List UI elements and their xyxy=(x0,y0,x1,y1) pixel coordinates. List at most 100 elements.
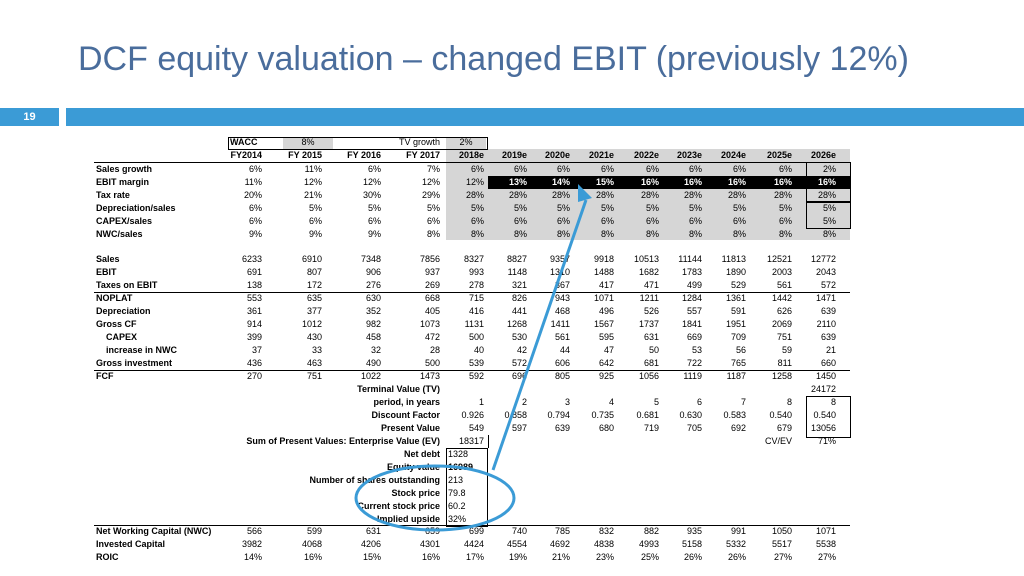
present-cell: 639 xyxy=(554,423,570,433)
data-cell: 561 xyxy=(554,332,570,342)
data-cell: 925 xyxy=(598,371,614,381)
valuation-value: 79.8 xyxy=(448,488,466,498)
data-cell: 5% xyxy=(822,203,836,213)
terminal-value-label: Terminal Value (TV) xyxy=(357,384,440,394)
data-cell: 1258 xyxy=(771,371,792,381)
data-cell: 572 xyxy=(820,280,836,290)
slide-number: 19 xyxy=(0,108,59,126)
ev-divider xyxy=(488,435,489,448)
data-cell: 11% xyxy=(304,164,322,174)
data-cell: 1050 xyxy=(771,526,792,536)
data-cell: 16% xyxy=(421,552,440,562)
present-cell: 719 xyxy=(643,423,659,433)
data-cell: 399 xyxy=(246,332,262,342)
data-cell: 138 xyxy=(246,280,262,290)
data-cell: 28% xyxy=(551,190,570,200)
data-cell: 416 xyxy=(468,306,484,316)
data-cell: 321 xyxy=(511,280,527,290)
data-cell: 1567 xyxy=(593,319,614,329)
data-cell: 56 xyxy=(735,345,746,355)
data-cell: 906 xyxy=(365,267,381,277)
year-header: 2019e xyxy=(501,150,527,160)
data-cell: 993 xyxy=(468,267,484,277)
data-cell: 1442 xyxy=(771,293,792,303)
period-cell: 8 xyxy=(786,397,792,407)
data-cell: 8% xyxy=(556,229,570,239)
data-cell: 13% xyxy=(508,177,527,187)
period-cell: 7 xyxy=(740,397,746,407)
data-cell: 430 xyxy=(306,332,322,342)
data-cell: 751 xyxy=(306,371,322,381)
data-cell: 1471 xyxy=(815,293,836,303)
discount-cell: 0.735 xyxy=(591,410,614,420)
data-cell: 37 xyxy=(251,345,262,355)
data-cell: 826 xyxy=(511,293,527,303)
row-label: Sales xyxy=(96,254,120,264)
data-cell: 765 xyxy=(730,358,746,368)
valuation-value: 213 xyxy=(448,475,464,485)
data-cell: 6% xyxy=(426,216,440,226)
data-cell: 8% xyxy=(822,229,836,239)
data-cell: 681 xyxy=(643,358,659,368)
data-cell: 1411 xyxy=(550,319,570,329)
data-cell: 1737 xyxy=(638,319,659,329)
data-cell: 5158 xyxy=(681,539,702,549)
data-cell: 1071 xyxy=(815,526,836,536)
data-cell: 15% xyxy=(362,552,381,562)
data-cell: 699 xyxy=(468,526,484,536)
period-cell: 3 xyxy=(564,397,570,407)
ev-label: Sum of Present Values: Enterprise Value … xyxy=(246,436,440,446)
header-underline xyxy=(94,162,850,163)
data-cell: 16% xyxy=(683,177,702,187)
data-cell: 21 xyxy=(825,345,836,355)
data-cell: 2069 xyxy=(771,319,792,329)
data-cell: 28% xyxy=(727,190,746,200)
period-cell: 6 xyxy=(696,397,702,407)
row-label: NWC/sales xyxy=(96,229,143,239)
data-cell: 591 xyxy=(730,306,746,316)
discount-cell: 0.540 xyxy=(813,410,836,420)
present-cell: 692 xyxy=(730,423,746,433)
data-cell: 561 xyxy=(776,280,792,290)
valuation-label: Equity value xyxy=(386,462,440,472)
data-cell: 5332 xyxy=(725,539,746,549)
row-label: Taxes on EBIT xyxy=(96,280,158,290)
valuation-value: 60.2 xyxy=(448,501,466,511)
data-cell: 496 xyxy=(598,306,614,316)
data-cell: 12521 xyxy=(766,254,792,264)
data-cell: 490 xyxy=(365,358,381,368)
data-cell: 1841 xyxy=(681,319,702,329)
data-cell: 500 xyxy=(424,358,440,368)
data-cell: 6% xyxy=(308,216,322,226)
data-cell: 1148 xyxy=(507,267,527,277)
data-cell: 6% xyxy=(513,216,527,226)
row-label: NOPLAT xyxy=(96,293,133,303)
data-cell: 6% xyxy=(470,164,484,174)
year-header: 2022e xyxy=(633,150,659,160)
data-cell: 26% xyxy=(683,552,702,562)
present-cell: 680 xyxy=(598,423,614,433)
data-cell: 6% xyxy=(248,216,262,226)
data-cell: 642 xyxy=(598,358,614,368)
data-cell: 639 xyxy=(820,332,836,342)
data-cell: 553 xyxy=(246,293,262,303)
data-cell: 982 xyxy=(365,319,381,329)
data-cell: 5% xyxy=(688,203,702,213)
row-label: Sales growth xyxy=(96,164,153,174)
data-cell: 811 xyxy=(777,358,792,368)
tv-growth-value: 2% xyxy=(459,137,473,147)
data-cell: 805 xyxy=(554,371,570,381)
data-cell: 441 xyxy=(511,306,527,316)
data-cell: 660 xyxy=(820,358,836,368)
data-cell: 10513 xyxy=(633,254,659,264)
data-cell: 1211 xyxy=(639,293,659,303)
discount-cell: 0.681 xyxy=(636,410,659,420)
period-cell: 2 xyxy=(521,397,527,407)
present-cell: 705 xyxy=(686,423,702,433)
data-cell: 28% xyxy=(508,190,527,200)
data-cell: 4554 xyxy=(506,539,527,549)
data-cell: 6% xyxy=(778,216,792,226)
year-header: 2026e xyxy=(810,150,836,160)
data-cell: 5% xyxy=(822,216,836,226)
data-cell: 5% xyxy=(308,203,322,213)
